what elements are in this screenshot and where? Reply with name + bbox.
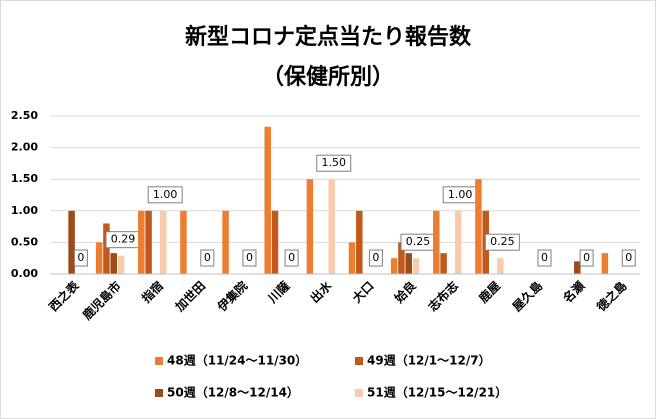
legend-swatch: [155, 389, 163, 397]
y-tick-label: 0.50: [11, 235, 38, 248]
legend-label: 48週（11/24～11/30）: [167, 353, 307, 368]
bar: [390, 258, 398, 274]
value-label: 0: [288, 251, 295, 264]
value-label: 0: [583, 251, 590, 264]
bar: [454, 210, 462, 274]
bar: [180, 210, 187, 274]
bar: [497, 258, 504, 274]
value-label: 1.00: [448, 188, 473, 201]
value-label-box: [242, 249, 257, 267]
bar: [356, 210, 363, 274]
legend-label: 49週（12/1～12/7）: [367, 353, 491, 368]
value-label: 0: [541, 251, 548, 264]
bar: [398, 242, 405, 274]
value-label-box: [147, 186, 183, 204]
chart-title: 新型コロナ定点当たり報告数: [185, 24, 472, 50]
value-label-box: [200, 249, 215, 267]
value-label: 1.50: [322, 156, 347, 169]
bar: [103, 223, 110, 274]
bar: [145, 210, 152, 274]
bar: [601, 253, 609, 274]
bar: [110, 253, 117, 274]
value-label: 0: [77, 251, 84, 264]
bar: [574, 261, 581, 274]
value-label-box: [621, 249, 636, 267]
value-label: 0: [246, 251, 253, 264]
bar: [95, 242, 103, 274]
y-tick-label: 1.50: [11, 172, 38, 185]
bar: [306, 179, 314, 274]
value-label-box: [316, 154, 352, 172]
bar: [412, 258, 420, 274]
legend-swatch: [355, 357, 363, 365]
value-label-box: [368, 249, 383, 267]
bar: [117, 255, 125, 274]
bar: [68, 210, 75, 274]
value-label-box: [484, 233, 520, 251]
y-tick-label: 0.00: [11, 267, 38, 280]
value-label-box: [284, 249, 299, 267]
bar: [159, 210, 167, 274]
legend-swatch: [155, 357, 163, 365]
value-label-box: [579, 249, 594, 267]
y-tick-label: 2.50: [11, 109, 38, 122]
bar: [433, 210, 440, 274]
bar: [264, 126, 271, 274]
bar: [348, 242, 356, 274]
bar: [222, 210, 229, 274]
bar: [475, 179, 482, 274]
value-label: 0: [372, 251, 379, 264]
value-label: 0.25: [490, 235, 515, 248]
value-label-box: [73, 249, 88, 267]
value-label: 0: [625, 251, 632, 264]
bar: [271, 210, 279, 274]
bar: [138, 210, 145, 274]
legend-swatch: [355, 389, 363, 397]
value-label: 0.25: [406, 235, 431, 248]
value-label: 1.00: [153, 188, 178, 201]
legend-label: 50週（12/8～12/14）: [167, 385, 299, 400]
y-tick-label: 1.00: [11, 204, 38, 217]
bar: [405, 253, 412, 274]
y-tick-label: 2.00: [11, 141, 38, 154]
bar: [440, 253, 447, 274]
chart-subtitle: （保健所別）: [262, 64, 394, 90]
bar: [328, 179, 336, 274]
value-label: 0.29: [111, 233, 136, 246]
legend-label: 51週（12/15～12/21）: [367, 385, 507, 400]
value-label-box: [537, 249, 552, 267]
value-label: 0: [204, 251, 211, 264]
